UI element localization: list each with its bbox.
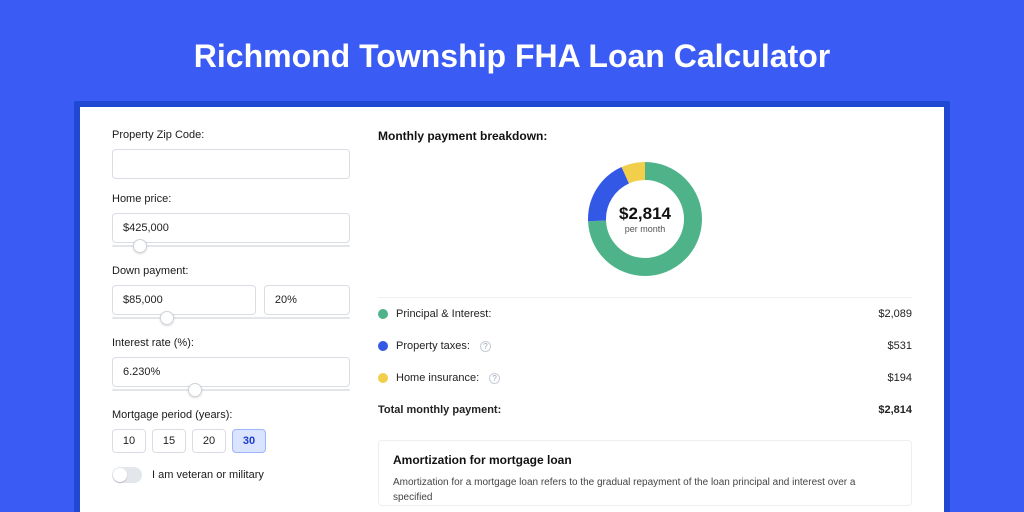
total-label: Total monthly payment: (378, 404, 501, 416)
down-label: Down payment: (112, 265, 350, 277)
veteran-toggle[interactable] (112, 467, 142, 483)
rate-field-group: Interest rate (%): (112, 337, 350, 395)
period-options: 10152030 (112, 429, 350, 453)
price-slider-thumb[interactable] (133, 239, 147, 253)
legend-row-ins: Home insurance:? $194 (378, 362, 912, 394)
outer-card: Property Zip Code: Home price: Down paym… (74, 101, 950, 512)
down-field-group: Down payment: (112, 265, 350, 323)
legend-dot-tax (378, 341, 388, 351)
period-option-15[interactable]: 15 (152, 429, 186, 453)
legend-row-pi: Principal & Interest: $2,089 (378, 298, 912, 330)
payment-donut-chart: $2,814 per month (585, 159, 705, 279)
breakdown-title: Monthly payment breakdown: (378, 129, 912, 143)
veteran-row: I am veteran or military (112, 467, 350, 483)
rate-slider-thumb[interactable] (188, 383, 202, 397)
price-field-group: Home price: (112, 193, 350, 251)
donut-amount: $2,814 (619, 204, 671, 224)
total-value: $2,814 (878, 404, 912, 416)
legend: Principal & Interest: $2,089 Property taxe… (378, 297, 912, 426)
period-option-30[interactable]: 30 (232, 429, 266, 453)
down-slider[interactable] (112, 313, 350, 323)
period-option-10[interactable]: 10 (112, 429, 146, 453)
down-slider-thumb[interactable] (160, 311, 174, 325)
veteran-label: I am veteran or military (152, 469, 264, 481)
calculator-card: Property Zip Code: Home price: Down paym… (80, 107, 944, 512)
legend-label-ins: Home insurance: (396, 372, 479, 384)
info-icon[interactable]: ? (489, 373, 500, 384)
period-field-group: Mortgage period (years): 10152030 (112, 409, 350, 453)
zip-field-group: Property Zip Code: (112, 129, 350, 179)
amortization-card: Amortization for mortgage loan Amortizat… (378, 440, 912, 506)
legend-value-ins: $194 (888, 372, 912, 384)
legend-label-pi: Principal & Interest: (396, 308, 491, 320)
down-amount-input[interactable] (112, 285, 256, 315)
legend-dot-ins (378, 373, 388, 383)
legend-row-tax: Property taxes:? $531 (378, 330, 912, 362)
price-label: Home price: (112, 193, 350, 205)
donut-sub: per month (625, 224, 666, 234)
form-column: Property Zip Code: Home price: Down paym… (80, 107, 370, 512)
rate-input[interactable] (112, 357, 350, 387)
rate-label: Interest rate (%): (112, 337, 350, 349)
donut-wrap: $2,814 per month (378, 153, 912, 297)
breakdown-column: Monthly payment breakdown: $2,814 per mo… (370, 107, 944, 512)
legend-value-tax: $531 (888, 340, 912, 352)
page-title: Richmond Township FHA Loan Calculator (0, 0, 1024, 101)
period-option-20[interactable]: 20 (192, 429, 226, 453)
info-icon[interactable]: ? (480, 341, 491, 352)
period-label: Mortgage period (years): (112, 409, 350, 421)
zip-input[interactable] (112, 149, 350, 179)
legend-value-pi: $2,089 (878, 308, 912, 320)
price-input[interactable] (112, 213, 350, 243)
legend-dot-pi (378, 309, 388, 319)
legend-row-total: Total monthly payment: $2,814 (378, 394, 912, 426)
legend-label-tax: Property taxes: (396, 340, 470, 352)
price-slider[interactable] (112, 241, 350, 251)
zip-label: Property Zip Code: (112, 129, 350, 141)
rate-slider[interactable] (112, 385, 350, 395)
down-percent-input[interactable] (264, 285, 350, 315)
amortization-title: Amortization for mortgage loan (393, 453, 897, 467)
amortization-text: Amortization for a mortgage loan refers … (393, 475, 897, 505)
